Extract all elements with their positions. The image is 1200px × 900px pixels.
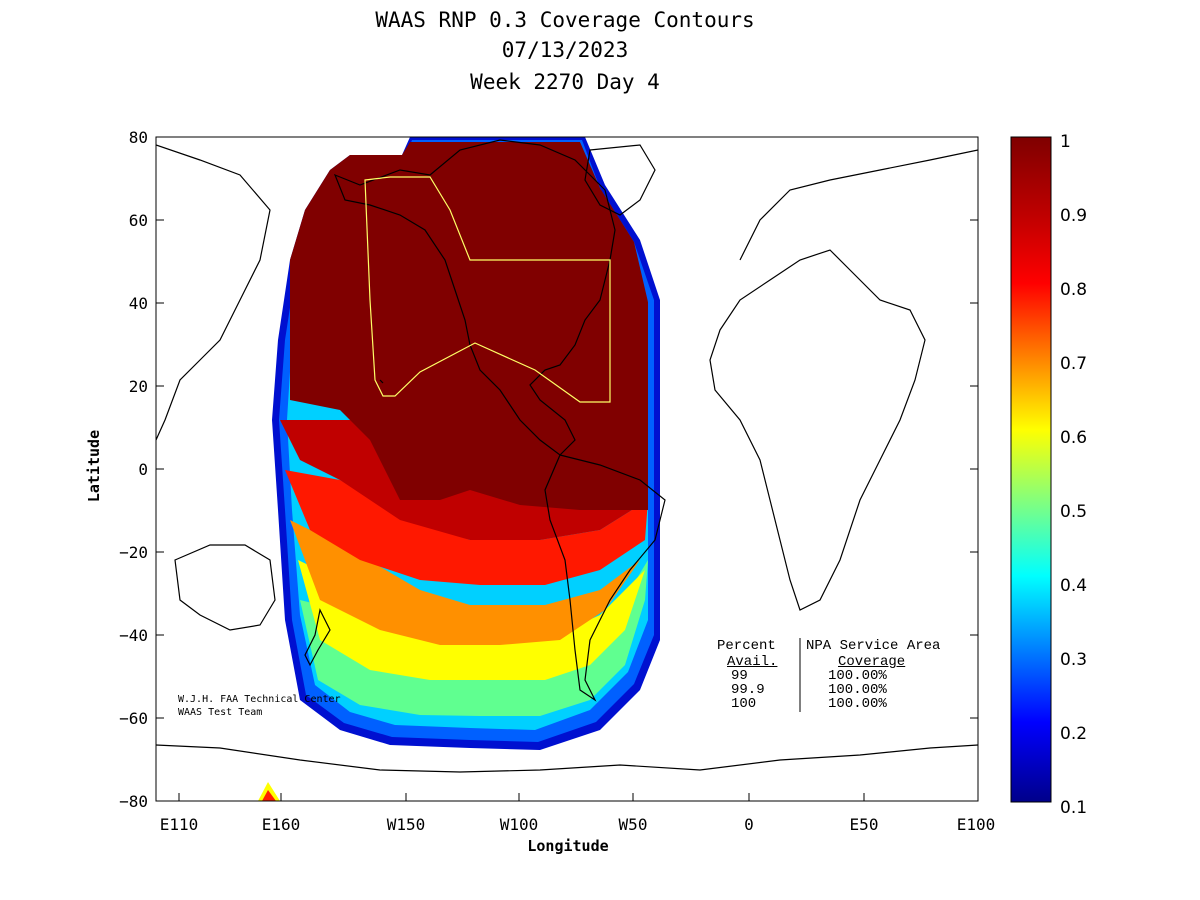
x-axis-label: Longitude xyxy=(527,837,608,855)
chart-title: WAAS RNP 0.3 Coverage Contours xyxy=(375,8,755,32)
x-tick-label: 0 xyxy=(744,815,754,834)
credit-line-2: WAAS Test Team xyxy=(178,707,263,718)
x-tick-label: E110 xyxy=(160,815,199,834)
y-tick-label: 80 xyxy=(129,128,148,147)
colorbar-tick: 0.7 xyxy=(1060,354,1087,374)
npa-service-area-boundary xyxy=(364,176,611,403)
colorbar-scale xyxy=(1010,136,1052,803)
chart-week: Week 2270 Day 4 xyxy=(470,70,660,94)
colorbar-tick: 0.9 xyxy=(1060,206,1087,226)
y-tick-label: −40 xyxy=(119,626,148,645)
colorbar-tick: 0.4 xyxy=(1060,576,1087,596)
stats-row-avail: 99.9 xyxy=(731,682,765,698)
y-tick-label: 40 xyxy=(129,294,148,313)
stats-row-avail: 100 xyxy=(731,696,757,712)
stats-header-avail: Avail. xyxy=(727,654,778,670)
colorbar-tick: 0.1 xyxy=(1060,798,1087,818)
y-tick-label: −80 xyxy=(119,792,148,811)
stats-header-coverage: Coverage xyxy=(838,654,906,670)
x-tick-label: E160 xyxy=(262,815,301,834)
stats-row-coverage: 100.00% xyxy=(828,682,887,698)
colorbar-tick: 0.5 xyxy=(1060,502,1087,522)
y-tick-label: 0 xyxy=(138,460,148,479)
colorbar-tick: 0.3 xyxy=(1060,650,1087,670)
x-tick-label: W50 xyxy=(619,815,648,834)
x-tick-label: E100 xyxy=(957,815,996,834)
stats-row-coverage: 100.00% xyxy=(828,696,887,712)
colorbar: 1 0.9 0.8 0.7 0.6 0.5 0.4 0.3 0.2 0.1 xyxy=(1010,132,1087,818)
colorbar-tick: 0.6 xyxy=(1060,428,1087,448)
colorbar-tick: 0.8 xyxy=(1060,280,1087,300)
colorbar-tick: 1 xyxy=(1060,132,1071,152)
stats-header-percent: Percent xyxy=(717,638,776,654)
y-axis-label: Latitude xyxy=(85,430,103,502)
y-tick-label: −60 xyxy=(119,709,148,728)
colorbar-tick: 0.2 xyxy=(1060,724,1087,744)
y-tick-label: 60 xyxy=(129,211,148,230)
stats-header-npa: NPA Service Area xyxy=(806,638,941,654)
chart-date: 07/13/2023 xyxy=(501,38,629,62)
x-tick-label: E50 xyxy=(850,815,879,834)
stats-row-coverage: 100.00% xyxy=(828,668,887,684)
x-tick-label: W150 xyxy=(387,815,426,834)
credit-line-1: W.J.H. FAA Technical Center xyxy=(178,694,341,705)
stats-row-avail: 99 xyxy=(731,668,748,684)
y-tick-label: −20 xyxy=(119,543,148,562)
x-tick-label: W100 xyxy=(500,815,539,834)
y-tick-label: 20 xyxy=(129,377,148,396)
x-axis: E110 E160 W150 W100 W50 0 E50 E100 Longi… xyxy=(160,793,996,855)
coastlines xyxy=(156,139,978,773)
y-axis: 80 60 40 20 0 −20 −40 −60 −80 Latitude xyxy=(85,128,978,811)
